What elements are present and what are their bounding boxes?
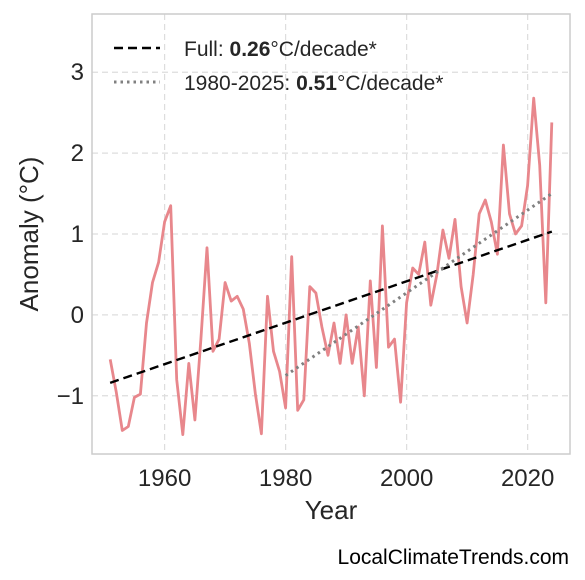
- series-layer: [108, 96, 554, 437]
- trend-layer: [109, 192, 553, 384]
- legend-label-recent-trend: 1980-2025: 0.51°C/decade*: [184, 72, 443, 95]
- plot-frame: [91, 13, 571, 455]
- legend-prefix-recent: 1980-2025:: [184, 72, 296, 95]
- legend-suffix-recent: °C/decade*: [337, 72, 443, 95]
- legend-suffix-full: °C/decade*: [270, 38, 376, 61]
- y-tick-label-3: 2: [71, 140, 84, 167]
- y-tick-label-0: −1: [57, 383, 84, 410]
- x-tick-label-1960: 1960: [138, 465, 191, 492]
- legend: Full: 0.26°C/decade* 1980-2025: 0.51°C/d…: [114, 38, 443, 95]
- anomaly-series-line: [108, 96, 554, 437]
- legend-rate-recent: 0.51: [296, 72, 337, 95]
- x-tick-label-2000: 2000: [380, 465, 433, 492]
- legend-rate-full: 0.26: [230, 38, 271, 61]
- x-tick-label-1980: 1980: [259, 465, 312, 492]
- y-tick-labels: −1 0 1 2 3: [57, 59, 84, 410]
- y-tick-label-1: 0: [71, 302, 84, 329]
- recent-trend-line: [284, 192, 553, 377]
- x-axis-label: Year: [305, 495, 358, 525]
- y-axis-label: Anomaly (°C): [14, 157, 44, 312]
- y-tick-label-4: 3: [71, 59, 84, 86]
- legend-prefix-full: Full:: [184, 38, 230, 61]
- x-tick-label-2020: 2020: [501, 465, 554, 492]
- legend-label-full-trend: Full: 0.26°C/decade*: [184, 38, 377, 61]
- grid-lines: [92, 14, 570, 454]
- full-trend-line: [109, 230, 553, 384]
- x-tick-labels: 1960 1980 2000 2020: [138, 465, 554, 492]
- y-tick-label-2: 1: [71, 221, 84, 248]
- site-watermark: LocalClimateTrends.com: [337, 546, 569, 569]
